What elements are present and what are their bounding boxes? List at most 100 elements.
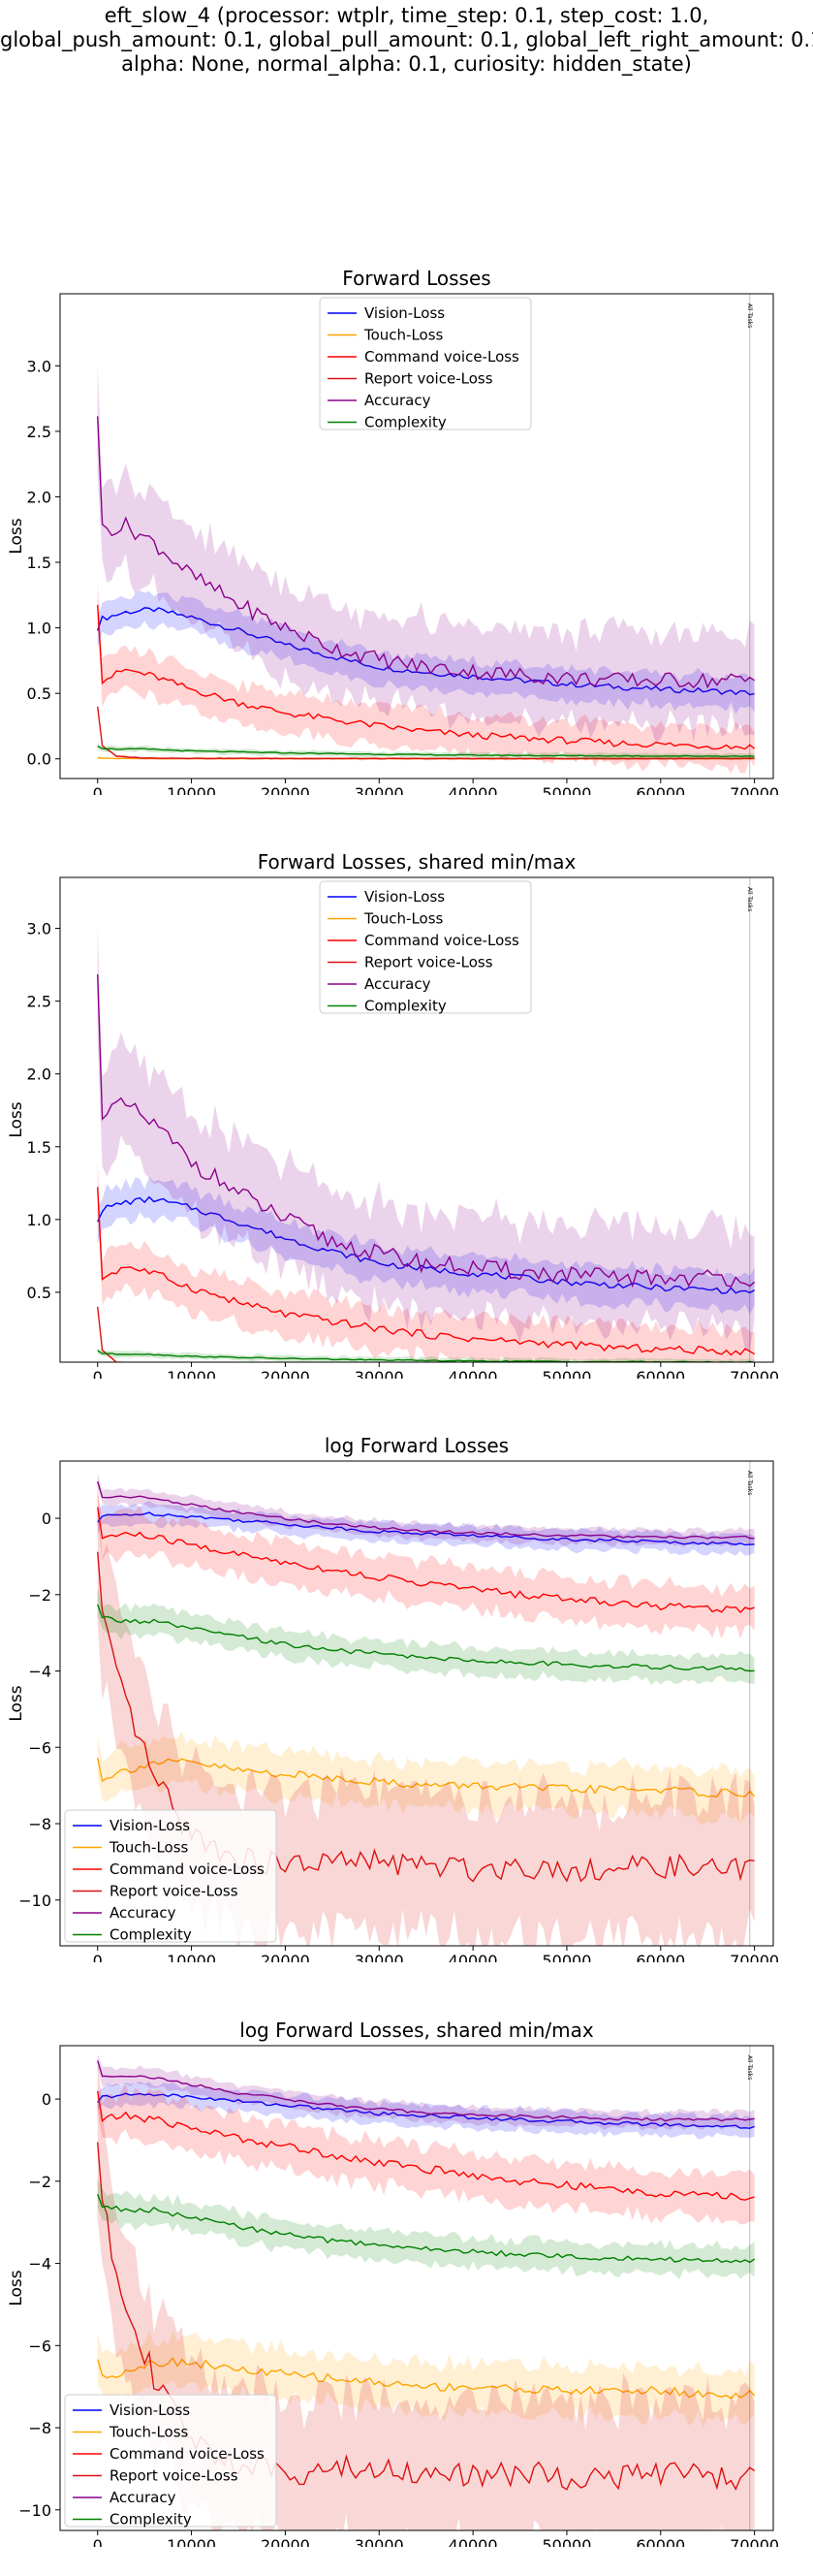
legend-label-accuracy: Accuracy [364, 392, 431, 409]
band-accuracy [97, 363, 755, 744]
series-line-command-voice-loss [97, 2090, 755, 2201]
y-axis-label: Loss [7, 2270, 26, 2306]
band-complexity [97, 1588, 755, 1686]
legend-label-report-voice-loss: Report voice-Loss [364, 954, 493, 971]
legend-label-vision-loss: Vision-Loss [364, 304, 445, 322]
legend-frame [64, 2394, 277, 2528]
vline-label: All Tasks [746, 303, 753, 328]
legend-label-complexity: Complexity [109, 2511, 192, 2528]
band-touch-loss [97, 1732, 755, 1825]
x-tick-label: 70000 [730, 2536, 779, 2547]
series-line-touch-loss [97, 1757, 756, 1797]
y-axis-label: Loss [7, 518, 26, 554]
x-tick-label: 50000 [542, 784, 591, 795]
legend-label-accuracy: Accuracy [364, 975, 431, 993]
y-tick-label: −6 [28, 2337, 51, 2355]
y-tick-label: 3.0 [27, 357, 51, 375]
x-tick-label: 20000 [261, 1368, 310, 1379]
x-tick-label: 10000 [167, 1368, 216, 1379]
y-tick-label: −2 [28, 1586, 51, 1605]
x-tick-label: 40000 [449, 1368, 498, 1379]
legend: Vision-Loss Touch-Loss Command voice-Loss R… [64, 1809, 277, 1944]
plot-frame [59, 876, 774, 1363]
y-tick-label: 1.0 [27, 620, 51, 638]
y-axis-label: Loss [7, 1685, 26, 1721]
plot-area [97, 363, 756, 774]
band-touch-loss [98, 1363, 755, 1366]
x-tick-label: 40000 [449, 2536, 498, 2547]
x-tick-label: 40000 [449, 1952, 498, 1962]
legend: Vision-Loss Touch-Loss Command voice-Loss R… [319, 297, 532, 431]
x-tick-label: 20000 [261, 1952, 310, 1962]
x-tick-label: 50000 [542, 2536, 591, 2547]
legend-label-report-voice-loss: Report voice-Loss [109, 2467, 238, 2485]
x-tick-label: 60000 [636, 2536, 685, 2547]
plot-area [97, 926, 756, 1366]
legend-label-vision-loss: Vision-Loss [109, 2401, 190, 2419]
x-tick-label: 60000 [636, 784, 685, 795]
y-tick-label: −10 [18, 1892, 51, 1910]
y-tick-label: 2.5 [27, 993, 51, 1011]
band-command-voice-loss [97, 1161, 755, 1362]
x-tick-label: 60000 [636, 1368, 685, 1379]
series-line-command-voice-loss [97, 1507, 755, 1614]
legend-label-vision-loss: Vision-Loss [364, 888, 445, 906]
chart-title: Forward Losses [342, 267, 490, 290]
band-vision-loss [97, 2081, 755, 2140]
series-line-report-voice-loss [97, 706, 755, 760]
series-line-vision-loss [97, 1195, 755, 1294]
x-tick-label: 60000 [636, 1952, 685, 1962]
suptitle-line-3: alpha: None, normal_alpha: 0.1, curiosit… [121, 52, 692, 76]
band-accuracy [97, 2053, 755, 2131]
chart-title: log Forward Losses, shared min/max [239, 2019, 594, 2042]
y-tick-label: −4 [28, 1663, 51, 1681]
series-line-accuracy [97, 1480, 755, 1540]
y-tick-label: −8 [28, 1815, 51, 1833]
legend-frame [319, 297, 532, 430]
x-tick-label: 70000 [730, 1368, 779, 1379]
legend-label-command-voice-loss: Command voice-Loss [364, 348, 519, 366]
legend-label-accuracy: Accuracy [109, 2489, 176, 2506]
x-tick-label: 0 [93, 784, 103, 795]
y-axis-label: Loss [7, 1101, 26, 1137]
legend-label-complexity: Complexity [109, 1926, 192, 1944]
plot-frame [59, 2045, 774, 2531]
y-tick-label: −2 [28, 2173, 51, 2191]
band-accuracy [97, 926, 755, 1352]
chart-forward-losses-shared: Forward Losses, shared min/max All Tasks 0… [7, 850, 779, 1379]
x-tick-label: 30000 [355, 1368, 404, 1379]
series-line-vision-loss [97, 2092, 755, 2129]
plot-frame [59, 293, 774, 779]
y-tick-label: −4 [28, 2255, 51, 2274]
legend-frame [319, 880, 532, 1014]
y-tick-label: 0 [42, 1510, 51, 1528]
series-line-complexity [97, 1604, 755, 1672]
legend-label-touch-loss: Touch-Loss [363, 327, 444, 344]
legend-label-command-voice-loss: Command voice-Loss [109, 1860, 265, 1878]
legend-label-touch-loss: Touch-Loss [109, 2424, 189, 2441]
chart-title: log Forward Losses [325, 1434, 509, 1457]
x-tick-label: 40000 [449, 784, 498, 795]
series-line-accuracy [97, 973, 756, 1288]
legend-label-accuracy: Accuracy [109, 1904, 176, 1922]
series-line-touch-loss [98, 1364, 755, 1366]
y-tick-label: −6 [28, 1738, 51, 1757]
y-tick-label: 1.5 [27, 554, 51, 572]
chart-title: Forward Losses, shared min/max [258, 850, 577, 874]
series-line-vision-loss [97, 1511, 755, 1546]
series-line-complexity [97, 745, 755, 758]
plot-frame [59, 1460, 774, 1947]
band-touch-loss [97, 2329, 755, 2429]
series-line-command-voice-loss [97, 1187, 755, 1356]
legend-frame [64, 1809, 277, 1943]
vline-label: All Tasks [746, 887, 753, 911]
band-complexity [97, 2178, 755, 2279]
y-tick-label: 2.5 [27, 423, 51, 441]
x-tick-label: 10000 [167, 1952, 216, 1962]
y-tick-label: 0.5 [27, 684, 51, 703]
series-line-accuracy [97, 416, 755, 689]
y-tick-label: 2.0 [27, 1065, 51, 1084]
legend-label-command-voice-loss: Command voice-Loss [109, 2445, 265, 2463]
series-line-vision-loss [97, 607, 755, 696]
y-tick-label: 2.0 [27, 488, 51, 506]
